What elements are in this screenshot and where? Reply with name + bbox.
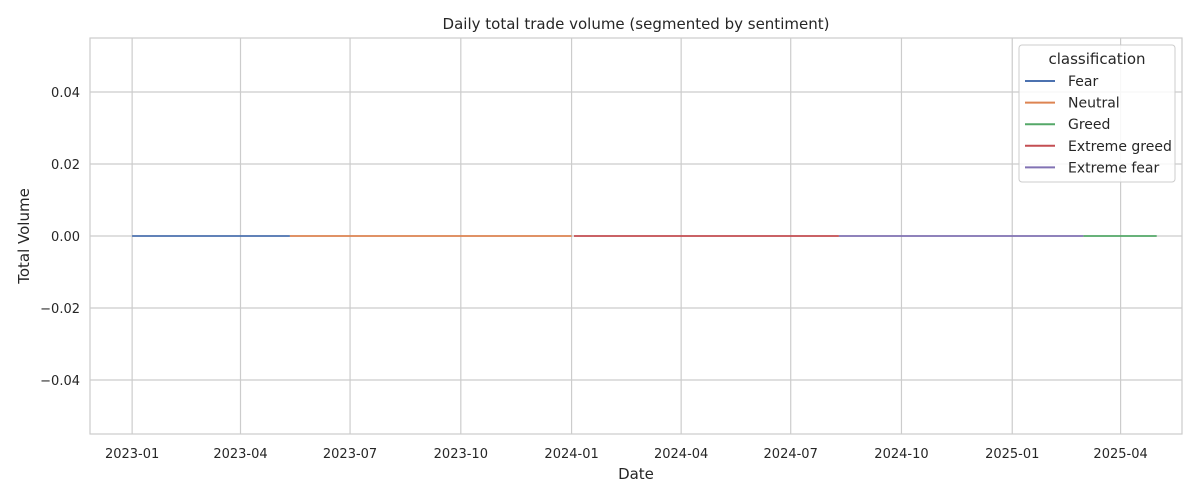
legend-label: Greed	[1068, 117, 1110, 133]
x-tick-label: 2023-01	[105, 447, 159, 462]
y-tick-label: 0.04	[51, 86, 80, 101]
x-tick-label: 2024-10	[874, 447, 928, 462]
legend-label: Extreme greed	[1068, 139, 1172, 155]
x-tick-label: 2025-01	[985, 447, 1039, 462]
y-tick-label: −0.04	[40, 374, 80, 389]
y-tick-label: −0.02	[40, 302, 80, 317]
legend-label: Extreme fear	[1068, 160, 1160, 176]
legend-label: Neutral	[1068, 96, 1120, 112]
chart-title: Daily total trade volume (segmented by s…	[443, 15, 830, 33]
plot-area	[89, 37, 1183, 435]
y-axis-ticks: 0.04 0.02 0.00 −0.02 −0.04	[40, 86, 80, 389]
y-tick-label: 0.00	[51, 230, 80, 245]
x-tick-label: 2023-07	[323, 447, 377, 462]
x-tick-label: 2024-01	[544, 447, 598, 462]
x-tick-label: 2023-10	[434, 447, 488, 462]
legend-label: Fear	[1068, 74, 1098, 90]
x-tick-label: 2024-07	[764, 447, 818, 462]
x-tick-label: 2023-04	[213, 447, 267, 462]
legend: classification Fear Neutral Greed Extreme g…	[1018, 44, 1176, 183]
x-tick-label: 2024-04	[654, 447, 708, 462]
y-tick-label: 0.02	[51, 158, 80, 173]
y-axis-label: Total Volume	[15, 188, 33, 285]
legend-title: classification	[1048, 50, 1145, 68]
legend-box	[1018, 44, 1176, 183]
x-tick-label: 2025-04	[1093, 447, 1147, 462]
x-axis-label: Date	[618, 465, 654, 483]
x-axis-ticks: 2023-01 2023-04 2023-07 2023-10 2024-01 2024-…	[105, 447, 1148, 462]
